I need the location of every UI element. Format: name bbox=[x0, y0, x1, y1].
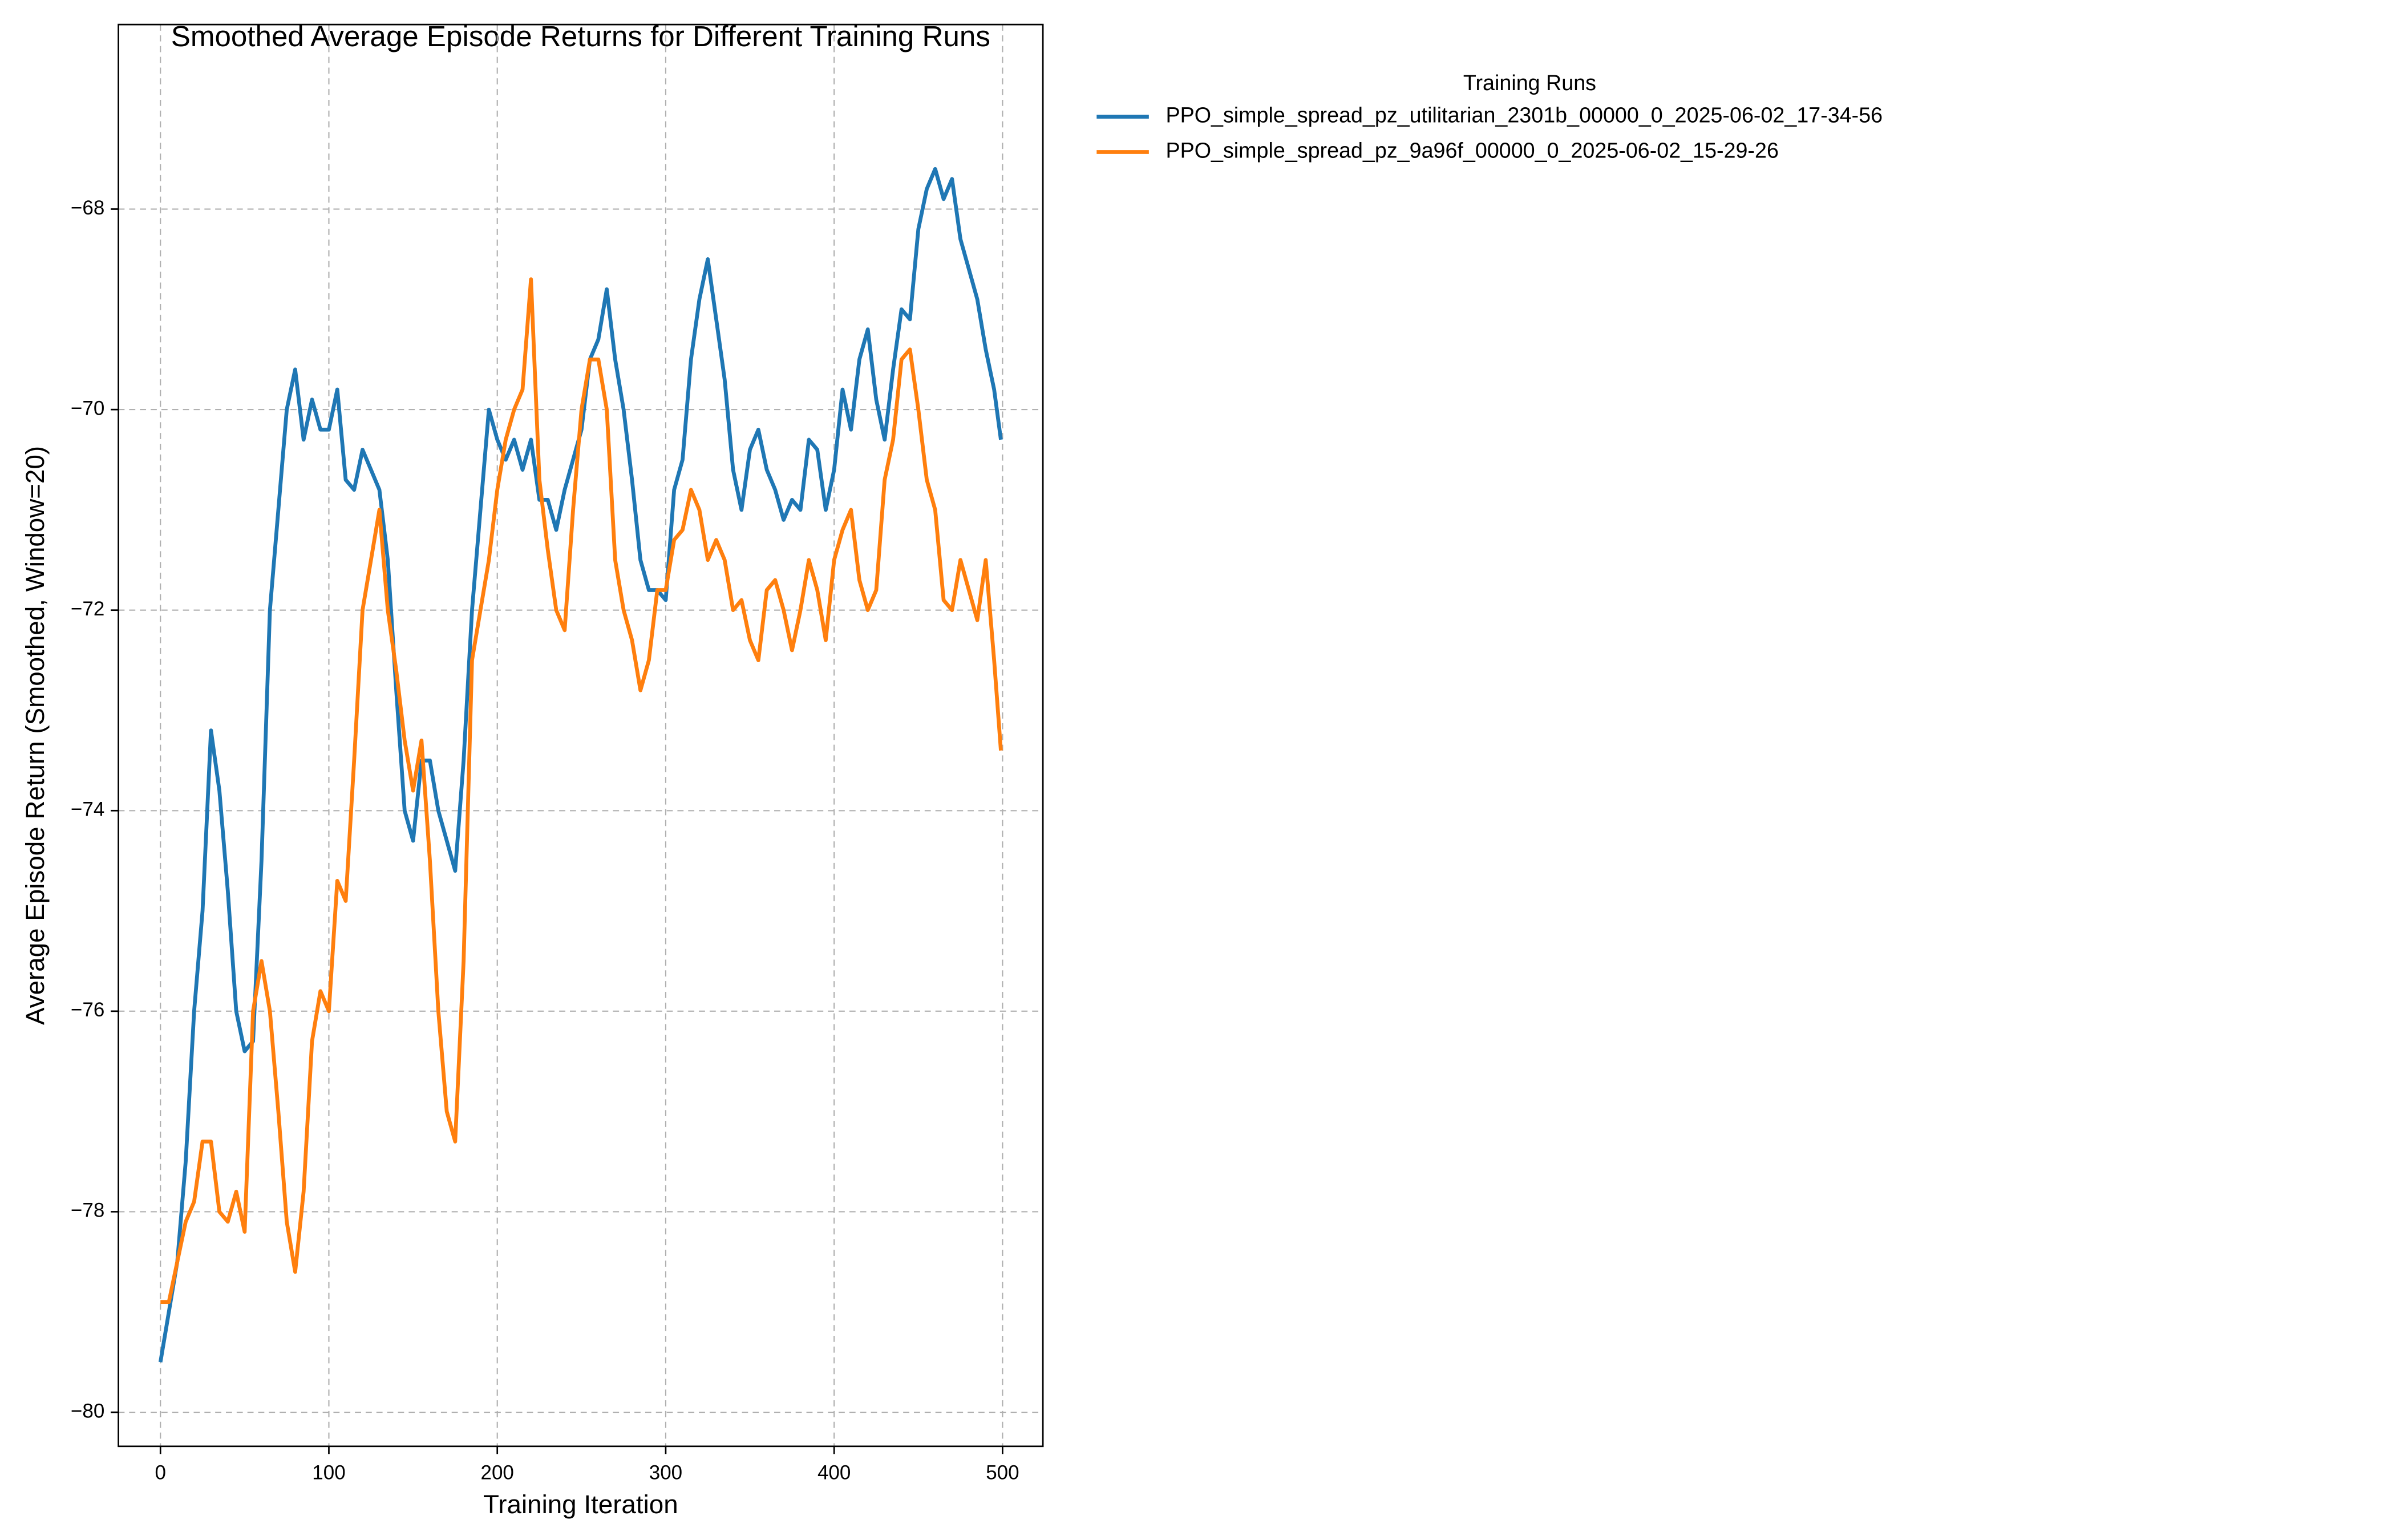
legend-title: Training Runs bbox=[1463, 71, 1596, 95]
y-axis-label: Average Episode Return (Smoothed, Window… bbox=[21, 446, 50, 1025]
series-line bbox=[160, 277, 1003, 1304]
y-tick-label: −78 bbox=[71, 1199, 104, 1222]
y-tick-label: −80 bbox=[71, 1400, 104, 1422]
y-tick-label: −72 bbox=[71, 598, 104, 620]
x-tick-label: 0 bbox=[155, 1461, 166, 1484]
x-axis-label: Training Iteration bbox=[483, 1490, 678, 1519]
legend-label: PPO_simple_spread_pz_utilitarian_2301b_0… bbox=[1165, 103, 1883, 127]
y-tick-label: −76 bbox=[71, 999, 104, 1021]
x-tick-label: 500 bbox=[986, 1461, 1019, 1484]
series-line bbox=[158, 167, 1003, 1363]
x-tick-label: 100 bbox=[312, 1461, 345, 1484]
x-tick-label: 400 bbox=[817, 1461, 851, 1484]
y-tick-label: −68 bbox=[71, 197, 104, 219]
y-tick-label: −70 bbox=[71, 397, 104, 419]
legend-label: PPO_simple_spread_pz_9a96f_00000_0_2025-… bbox=[1165, 138, 1778, 162]
y-tick-label: −74 bbox=[71, 799, 104, 821]
x-tick-label: 200 bbox=[481, 1461, 514, 1484]
plot-frame bbox=[118, 23, 1044, 1448]
x-tick-label: 300 bbox=[649, 1461, 682, 1484]
